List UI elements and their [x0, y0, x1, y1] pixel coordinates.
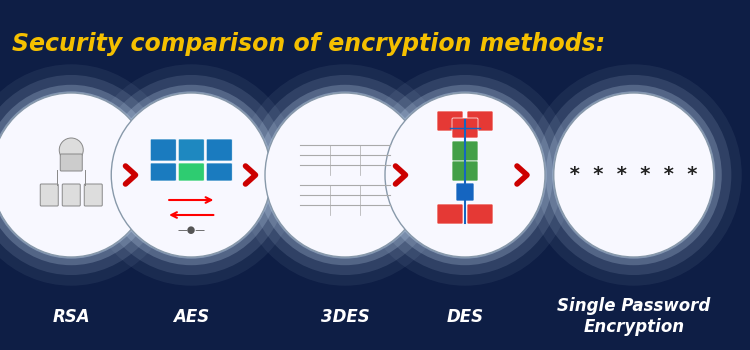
Ellipse shape: [546, 85, 722, 265]
FancyBboxPatch shape: [456, 183, 474, 201]
Ellipse shape: [0, 85, 159, 265]
FancyBboxPatch shape: [178, 163, 204, 181]
Text: * * * * * *: * * * * * *: [569, 166, 698, 184]
Ellipse shape: [0, 91, 153, 259]
Ellipse shape: [0, 93, 152, 257]
Ellipse shape: [237, 64, 453, 286]
FancyBboxPatch shape: [437, 111, 463, 131]
Ellipse shape: [385, 93, 545, 257]
Ellipse shape: [0, 75, 169, 275]
FancyBboxPatch shape: [467, 111, 493, 131]
Ellipse shape: [94, 75, 289, 275]
FancyBboxPatch shape: [84, 184, 102, 206]
FancyBboxPatch shape: [452, 161, 478, 181]
FancyBboxPatch shape: [62, 184, 80, 206]
Ellipse shape: [104, 85, 279, 265]
Ellipse shape: [552, 91, 716, 259]
Ellipse shape: [357, 64, 573, 286]
FancyBboxPatch shape: [206, 139, 232, 161]
FancyBboxPatch shape: [150, 139, 176, 161]
Ellipse shape: [248, 75, 442, 275]
Ellipse shape: [383, 91, 547, 259]
Ellipse shape: [554, 93, 714, 257]
Ellipse shape: [526, 64, 742, 286]
Text: Security comparison of encryption methods:: Security comparison of encryption method…: [12, 32, 605, 56]
FancyBboxPatch shape: [40, 184, 58, 206]
Text: Single Password
Encryption: Single Password Encryption: [557, 298, 710, 336]
Ellipse shape: [263, 91, 427, 259]
FancyBboxPatch shape: [437, 204, 463, 224]
FancyBboxPatch shape: [150, 163, 176, 181]
FancyBboxPatch shape: [60, 154, 82, 171]
FancyBboxPatch shape: [467, 204, 493, 224]
Ellipse shape: [83, 64, 299, 286]
Text: AES: AES: [173, 308, 209, 326]
Ellipse shape: [265, 93, 425, 257]
Circle shape: [59, 138, 83, 162]
FancyBboxPatch shape: [452, 118, 478, 138]
Text: RSA: RSA: [53, 308, 90, 326]
FancyBboxPatch shape: [206, 163, 232, 181]
Ellipse shape: [110, 91, 273, 259]
Ellipse shape: [0, 64, 179, 286]
FancyBboxPatch shape: [452, 141, 478, 161]
Ellipse shape: [536, 75, 731, 275]
Ellipse shape: [257, 85, 433, 265]
Text: 3DES: 3DES: [321, 308, 369, 326]
Ellipse shape: [111, 93, 272, 257]
Text: DES: DES: [446, 308, 484, 326]
FancyBboxPatch shape: [178, 139, 204, 161]
Text: —●—: —●—: [177, 225, 206, 235]
Ellipse shape: [377, 85, 553, 265]
Ellipse shape: [368, 75, 562, 275]
